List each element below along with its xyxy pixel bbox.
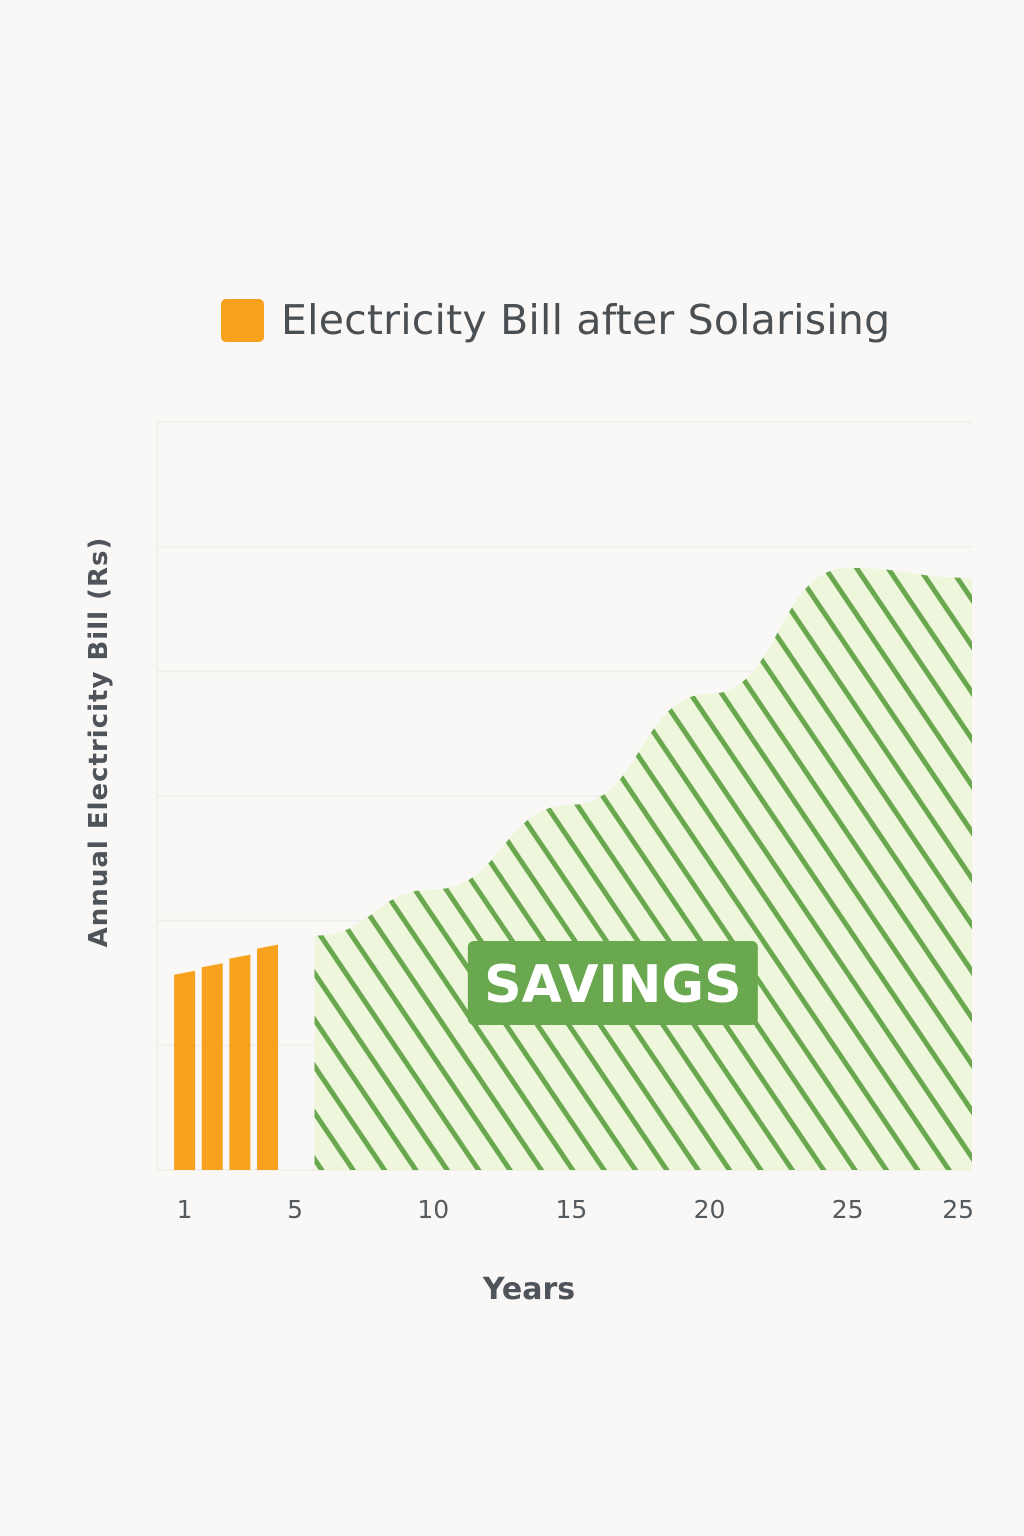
legend: Electricity Bill after Solarising [221,296,890,344]
x-tick-label: 25 [942,1195,974,1224]
savings-badge [467,941,758,1025]
bars-group [174,944,279,1170]
bar [257,944,279,1170]
savings-area [314,567,972,1170]
x-tick-label: 1 [177,1195,193,1224]
x-tick-label: 20 [694,1195,726,1224]
y-axis-title: Annual Electricity Bill (Rs) [84,537,114,948]
x-tick-label: 10 [417,1195,449,1224]
legend-swatch [221,298,264,342]
x-tick-label: 15 [556,1195,588,1224]
annotation-group: SAVINGS [467,941,758,1025]
x-axis-title: Years [482,1272,575,1307]
bar [201,963,223,1170]
savings-area-group [314,567,972,1170]
bar [174,970,196,1170]
x-tick-labels: 1 5 10 15 20 25 25 [177,1195,974,1224]
savings-label: SAVINGS [484,955,741,1015]
bar [229,954,251,1170]
x-tick-label: 5 [287,1195,303,1224]
x-tick-label: 25 [832,1195,864,1224]
legend-label: Electricity Bill after Solarising [281,296,891,344]
